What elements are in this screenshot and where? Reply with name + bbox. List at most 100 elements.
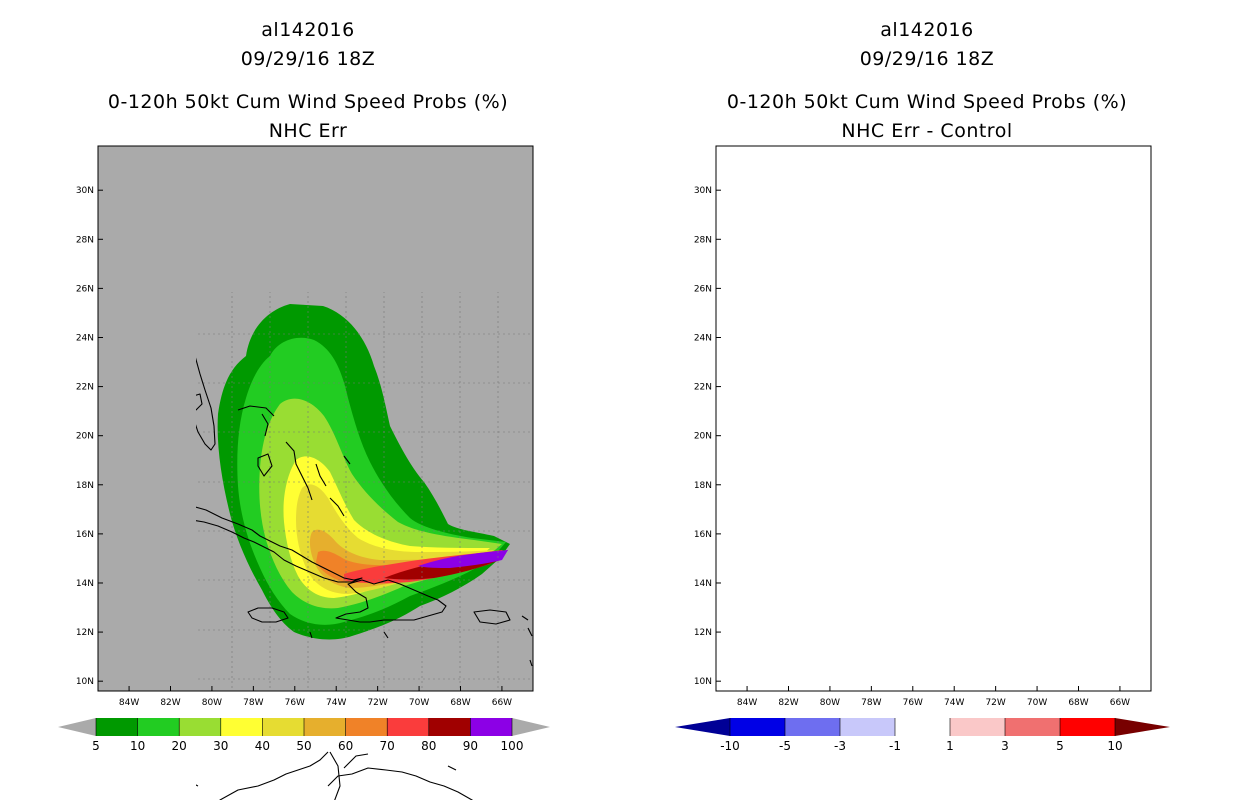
colorbar-swatch — [179, 718, 221, 736]
colorbar-swatch — [345, 718, 388, 736]
colorbar-label: -5 — [779, 739, 791, 753]
colorbar-swatch — [220, 718, 263, 736]
colorbar-label: 5 — [1056, 739, 1064, 753]
x-tick-label: 80W — [820, 698, 840, 708]
left-product-name: 0-120h 50kt Cum Wind Speed Probs (%) — [107, 91, 509, 113]
colorbar-label: 60 — [338, 739, 353, 753]
left-colorbar: 5 10 20 30 40 50 60 70 80 90 100 — [58, 718, 550, 753]
colorbar-label: 100 — [501, 739, 524, 753]
colorbar-label: 10 — [1107, 739, 1122, 753]
x-tick-label: 82W — [778, 698, 798, 708]
x-tick-label: 74W — [326, 698, 346, 708]
right-product-name: 0-120h 50kt Cum Wind Speed Probs (%) — [726, 91, 1128, 113]
colorbar-swatch — [428, 718, 471, 736]
y-tick-label: 14N — [76, 579, 94, 589]
left-storm-id: al142016 — [261, 19, 355, 41]
left-axis-ticks: 84W 82W 80W 78W 76W 74W 72W 70W 68W 66W 10N 12N 14N 1… — [76, 186, 512, 708]
x-tick-label: 76W — [285, 698, 305, 708]
y-tick-label: 18N — [694, 481, 712, 491]
colorbar-label: 20 — [172, 739, 187, 753]
x-tick-label: 84W — [737, 698, 757, 708]
y-tick-label: 16N — [76, 530, 94, 540]
x-tick-label: 66W — [492, 698, 512, 708]
colorbar-swatch — [730, 718, 785, 736]
left-map-panel: 84W 82W 80W 78W 76W 74W 72W 70W 68W 66W 10N 12N 14N 1… — [76, 145, 534, 800]
colorbar-swatch — [785, 718, 840, 736]
x-tick-label: 84W — [119, 698, 139, 708]
x-tick-label: 72W — [367, 698, 387, 708]
y-tick-label: 12N — [76, 628, 94, 638]
x-tick-label: 68W — [450, 698, 470, 708]
right-map-panel: 84W 82W 80W 78W 76W 74W 72W 70W 68W 66W 10N 12N 14N 1… — [694, 145, 1152, 708]
x-tick-label: 78W — [861, 698, 881, 708]
colorbar-label: 80 — [421, 739, 436, 753]
right-storm-id: al142016 — [880, 19, 974, 41]
y-tick-label: 12N — [694, 628, 712, 638]
colorbar-label: 5 — [92, 739, 100, 753]
colorbar-swatch — [387, 718, 429, 736]
y-tick-label: 10N — [76, 677, 94, 687]
colorbar-swatch — [1060, 718, 1115, 736]
x-tick-label: 82W — [160, 698, 180, 708]
left-title: al142016 09/29/16 18Z — [58, 16, 558, 74]
y-tick-label: 18N — [76, 481, 94, 491]
y-tick-label: 14N — [694, 579, 712, 589]
x-tick-label: 72W — [985, 698, 1005, 708]
colorbar-label: 70 — [380, 739, 395, 753]
right-field-name: NHC Err - Control — [841, 120, 1013, 142]
x-tick-label: 80W — [202, 698, 222, 708]
colorbar-swatch — [137, 718, 180, 736]
y-tick-label: 16N — [694, 530, 712, 540]
colorbar-swatch — [470, 718, 512, 736]
right-axis-ticks: 84W 82W 80W 78W 76W 74W 72W 70W 68W 66W 10N 12N 14N 1… — [694, 186, 1130, 708]
y-tick-label: 30N — [76, 186, 94, 196]
colorbar-label: 10 — [130, 739, 145, 753]
right-title: al142016 09/29/16 18Z — [677, 16, 1177, 74]
colorbar-label: 30 — [213, 739, 228, 753]
x-tick-label: 68W — [1068, 698, 1088, 708]
colorbar-swatch — [1005, 718, 1060, 736]
y-tick-label: 30N — [694, 186, 712, 196]
colorbar-over-arrow — [1115, 718, 1170, 736]
y-tick-label: 28N — [76, 235, 94, 245]
colorbar-label: -1 — [889, 739, 901, 753]
colorbar-swatch — [950, 718, 1005, 736]
x-tick-label: 74W — [944, 698, 964, 708]
left-subtitle: 0-120h 50kt Cum Wind Speed Probs (%) NHC… — [58, 88, 558, 146]
colorbar-label: -3 — [834, 739, 846, 753]
colorbar-under-arrow — [675, 718, 730, 736]
left-map-frame — [97, 145, 534, 692]
x-tick-label: 70W — [409, 698, 429, 708]
colorbar-swatch — [840, 718, 895, 736]
colorbar-under-arrow — [58, 718, 96, 736]
right-subtitle: 0-120h 50kt Cum Wind Speed Probs (%) NHC… — [677, 88, 1177, 146]
colorbar-label: 40 — [255, 739, 270, 753]
colorbar-label: 3 — [1001, 739, 1009, 753]
colorbar-swatch — [96, 718, 138, 736]
right-map-frame — [715, 145, 1152, 692]
right-map-background — [716, 146, 1151, 691]
left-field-name: NHC Err — [268, 120, 348, 142]
colorbar-over-arrow — [512, 718, 550, 736]
colorbar-label: 50 — [296, 739, 311, 753]
left-probability-contours — [196, 292, 534, 800]
colorbar-swatch — [895, 718, 950, 736]
right-colorbar: -10 -5 -3 -1 1 3 5 10 — [675, 718, 1170, 753]
colorbar-label: 1 — [946, 739, 954, 753]
colorbar-label: -10 — [720, 739, 740, 753]
y-tick-label: 24N — [76, 333, 94, 343]
y-tick-label: 26N — [694, 284, 712, 294]
y-tick-label: 24N — [694, 333, 712, 343]
colorbar-swatch — [304, 718, 346, 736]
y-tick-label: 22N — [76, 383, 94, 393]
y-tick-label: 20N — [694, 432, 712, 442]
colorbar-label: 90 — [463, 739, 478, 753]
right-datetime: 09/29/16 18Z — [859, 48, 995, 70]
x-tick-label: 70W — [1027, 698, 1047, 708]
x-tick-label: 76W — [903, 698, 923, 708]
x-tick-label: 66W — [1110, 698, 1130, 708]
y-tick-label: 28N — [694, 235, 712, 245]
colorbar-swatch — [262, 718, 304, 736]
y-tick-label: 26N — [76, 284, 94, 294]
